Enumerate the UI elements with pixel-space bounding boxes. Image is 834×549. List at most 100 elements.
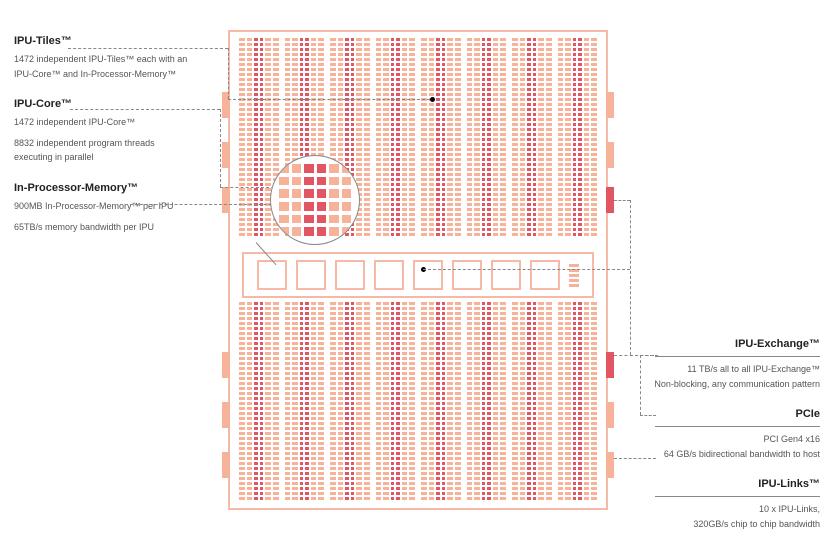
memory-stripe (573, 38, 577, 238)
ipu-link-pad (222, 352, 230, 378)
ipu-link-pad (222, 402, 230, 428)
leader-exchange-v1 (630, 200, 631, 355)
divider (655, 426, 820, 427)
zoom-core-cell (279, 215, 289, 224)
core-stripe (591, 38, 597, 238)
tile-column-group (327, 302, 373, 502)
exchange-block (257, 260, 287, 290)
core-stripe (247, 38, 253, 238)
zoom-lens (270, 155, 360, 245)
ipu-tiles-title: IPU-Tiles™ (14, 35, 204, 47)
zoom-memory-cell (317, 202, 327, 211)
memory-stripe (436, 38, 440, 238)
core-stripe (500, 302, 506, 502)
ipu-links-line2: 320GB/s chip to chip bandwidth (650, 518, 820, 531)
zoom-core-cell (329, 202, 339, 211)
memory-stripe (260, 38, 264, 238)
tile-column-group (236, 302, 282, 502)
exchange-block (374, 260, 404, 290)
leader-exchange-h1 (423, 269, 630, 270)
ipu-link-pad (222, 187, 230, 213)
tile-column-group (509, 302, 555, 502)
memory-stripe (573, 302, 577, 502)
ipu-exchange-line1: 11 TB/s all to all IPU-Exchange™ (650, 363, 820, 376)
ipu-exchange-line2: Non-blocking, any communication pattern (650, 378, 820, 391)
memory-stripe (578, 302, 582, 502)
core-stripe (376, 38, 382, 238)
zoom-core-cell (279, 177, 289, 186)
tile-column-group (464, 302, 510, 502)
left-label-column: IPU-Tiles™ 1472 independent IPU-Tiles™ e… (14, 35, 204, 251)
zoom-memory-cell (317, 227, 327, 236)
zoom-core-cell (292, 215, 302, 224)
leader-pcie-h2 (640, 415, 656, 416)
label-ipu-exchange: IPU-Exchange™ 11 TB/s all to all IPU-Exc… (650, 338, 820, 390)
core-stripe (455, 38, 461, 238)
zoom-core-cell (292, 202, 302, 211)
core-stripe (591, 302, 597, 502)
leader-pcie-h1 (614, 355, 654, 356)
tile-column-group (282, 302, 328, 502)
core-stripe (520, 302, 526, 502)
ipu-exchange-title: IPU-Exchange™ (650, 338, 820, 350)
zoom-core-cell (279, 202, 289, 211)
memory-stripe (260, 302, 264, 502)
memory-stripe (305, 302, 309, 502)
memory-stripe (436, 302, 440, 502)
tile-column-group (555, 38, 601, 238)
memory-stripe (533, 302, 537, 502)
exchange-block (335, 260, 365, 290)
ipu-link-pad (606, 452, 614, 478)
zoom-content (279, 164, 351, 236)
zoom-core-cell (279, 189, 289, 198)
zoom-memory-cell (317, 215, 327, 224)
exchange-tail (569, 264, 579, 287)
memory-stripe (351, 302, 355, 502)
core-stripe (292, 302, 298, 502)
core-stripe (558, 302, 564, 502)
ipu-links-title: IPU-Links™ (650, 478, 820, 490)
exchange-block (296, 260, 326, 290)
ipm-title: In-Processor-Memory™ (14, 182, 204, 194)
core-stripe (318, 302, 324, 502)
core-stripe (512, 302, 518, 502)
tile-column-group (373, 38, 419, 238)
core-stripe (546, 38, 552, 238)
label-ipu-tiles: IPU-Tiles™ 1472 independent IPU-Tiles™ e… (14, 35, 204, 80)
zoom-core-cell (342, 202, 352, 211)
memory-stripe (391, 38, 395, 238)
core-stripe (584, 302, 590, 502)
memory-stripe (391, 302, 395, 502)
core-stripe (493, 38, 499, 238)
zoom-memory-cell (304, 189, 314, 198)
zoom-core-cell (329, 227, 339, 236)
ipu-exchange-band (242, 252, 594, 298)
core-stripe (565, 302, 571, 502)
leader-exchange-h2 (614, 200, 630, 201)
core-stripe (273, 302, 279, 502)
memory-stripe (487, 302, 491, 502)
memory-stripe (442, 302, 446, 502)
core-stripe (409, 302, 415, 502)
core-stripe (538, 302, 544, 502)
ipu-core-line2: 8832 independent program threads (14, 137, 204, 150)
zoom-core-cell (342, 189, 352, 198)
leader-pcie-v (640, 355, 641, 415)
core-stripe (538, 38, 544, 238)
callout-dot-tiles (430, 97, 435, 102)
zoom-core-cell (329, 164, 339, 173)
core-stripe (364, 302, 370, 502)
core-stripe (520, 38, 526, 238)
leader-core-h1 (70, 109, 220, 110)
zoom-memory-cell (304, 227, 314, 236)
ipu-core-line3: executing in parallel (14, 151, 204, 164)
zoom-memory-cell (317, 189, 327, 198)
leader-core-v (220, 109, 221, 187)
core-stripe (383, 38, 389, 238)
core-stripe (500, 38, 506, 238)
zoom-core-cell (279, 227, 289, 236)
zoom-core-cell (342, 227, 352, 236)
core-stripe (239, 302, 245, 502)
leader-tiles-v (228, 48, 229, 99)
ipu-link-pad (606, 92, 614, 118)
